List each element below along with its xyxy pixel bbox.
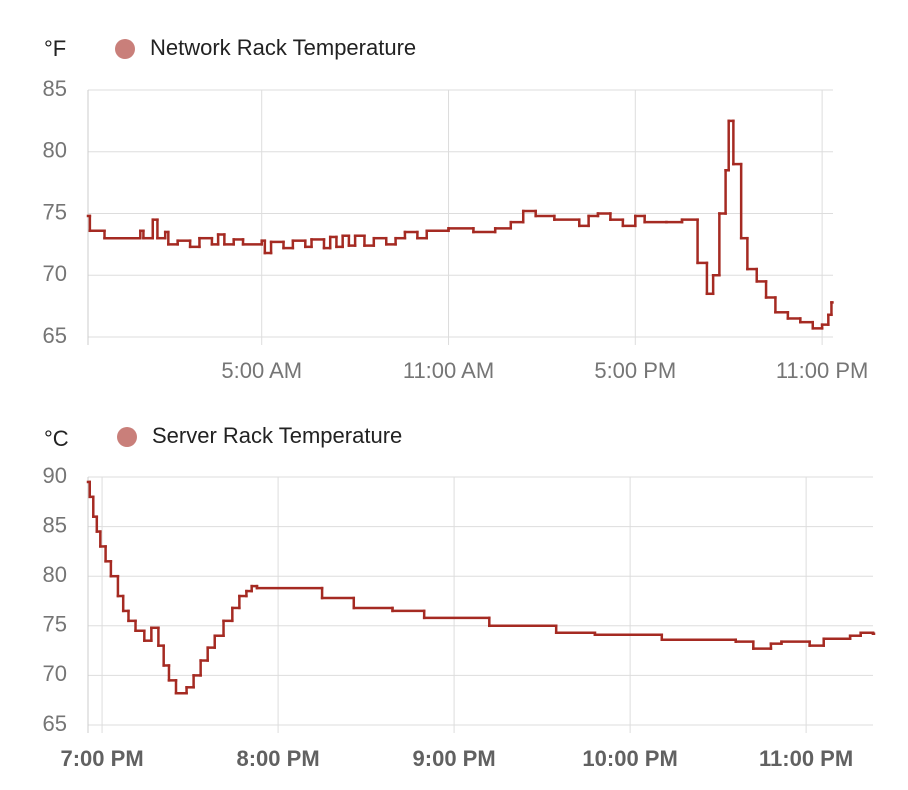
y-tick-label: 80 xyxy=(43,562,67,587)
legend-label: Server Rack Temperature xyxy=(152,423,402,448)
y-tick-label: 85 xyxy=(43,512,67,537)
x-tick-label: 11:00 AM xyxy=(403,358,494,383)
y-tick-label: 65 xyxy=(43,711,67,736)
y-tick-label: 70 xyxy=(43,661,67,686)
y-tick-label: 90 xyxy=(43,463,67,488)
y-unit: °C xyxy=(44,426,69,451)
y-unit: °F xyxy=(44,36,66,61)
x-tick-label: 5:00 PM xyxy=(594,358,676,383)
y-tick-label: 85 xyxy=(43,76,67,101)
legend-dot xyxy=(115,39,135,59)
y-tick-label: 65 xyxy=(43,323,67,348)
y-tick-label: 75 xyxy=(43,612,67,637)
x-tick-label: 11:00 PM xyxy=(759,746,853,771)
x-tick-label: 5:00 AM xyxy=(221,358,302,383)
y-tick-label: 70 xyxy=(43,261,67,286)
y-tick-label: 75 xyxy=(43,199,67,224)
x-tick-label: 9:00 PM xyxy=(413,746,496,771)
legend-dot xyxy=(117,427,137,447)
y-tick-label: 80 xyxy=(43,138,67,163)
x-tick-label: 7:00 PM xyxy=(61,746,144,771)
x-tick-label: 8:00 PM xyxy=(237,746,320,771)
legend-label: Network Rack Temperature xyxy=(150,35,416,60)
x-tick-label: 11:00 PM xyxy=(776,358,869,383)
x-tick-label: 10:00 PM xyxy=(582,746,677,771)
